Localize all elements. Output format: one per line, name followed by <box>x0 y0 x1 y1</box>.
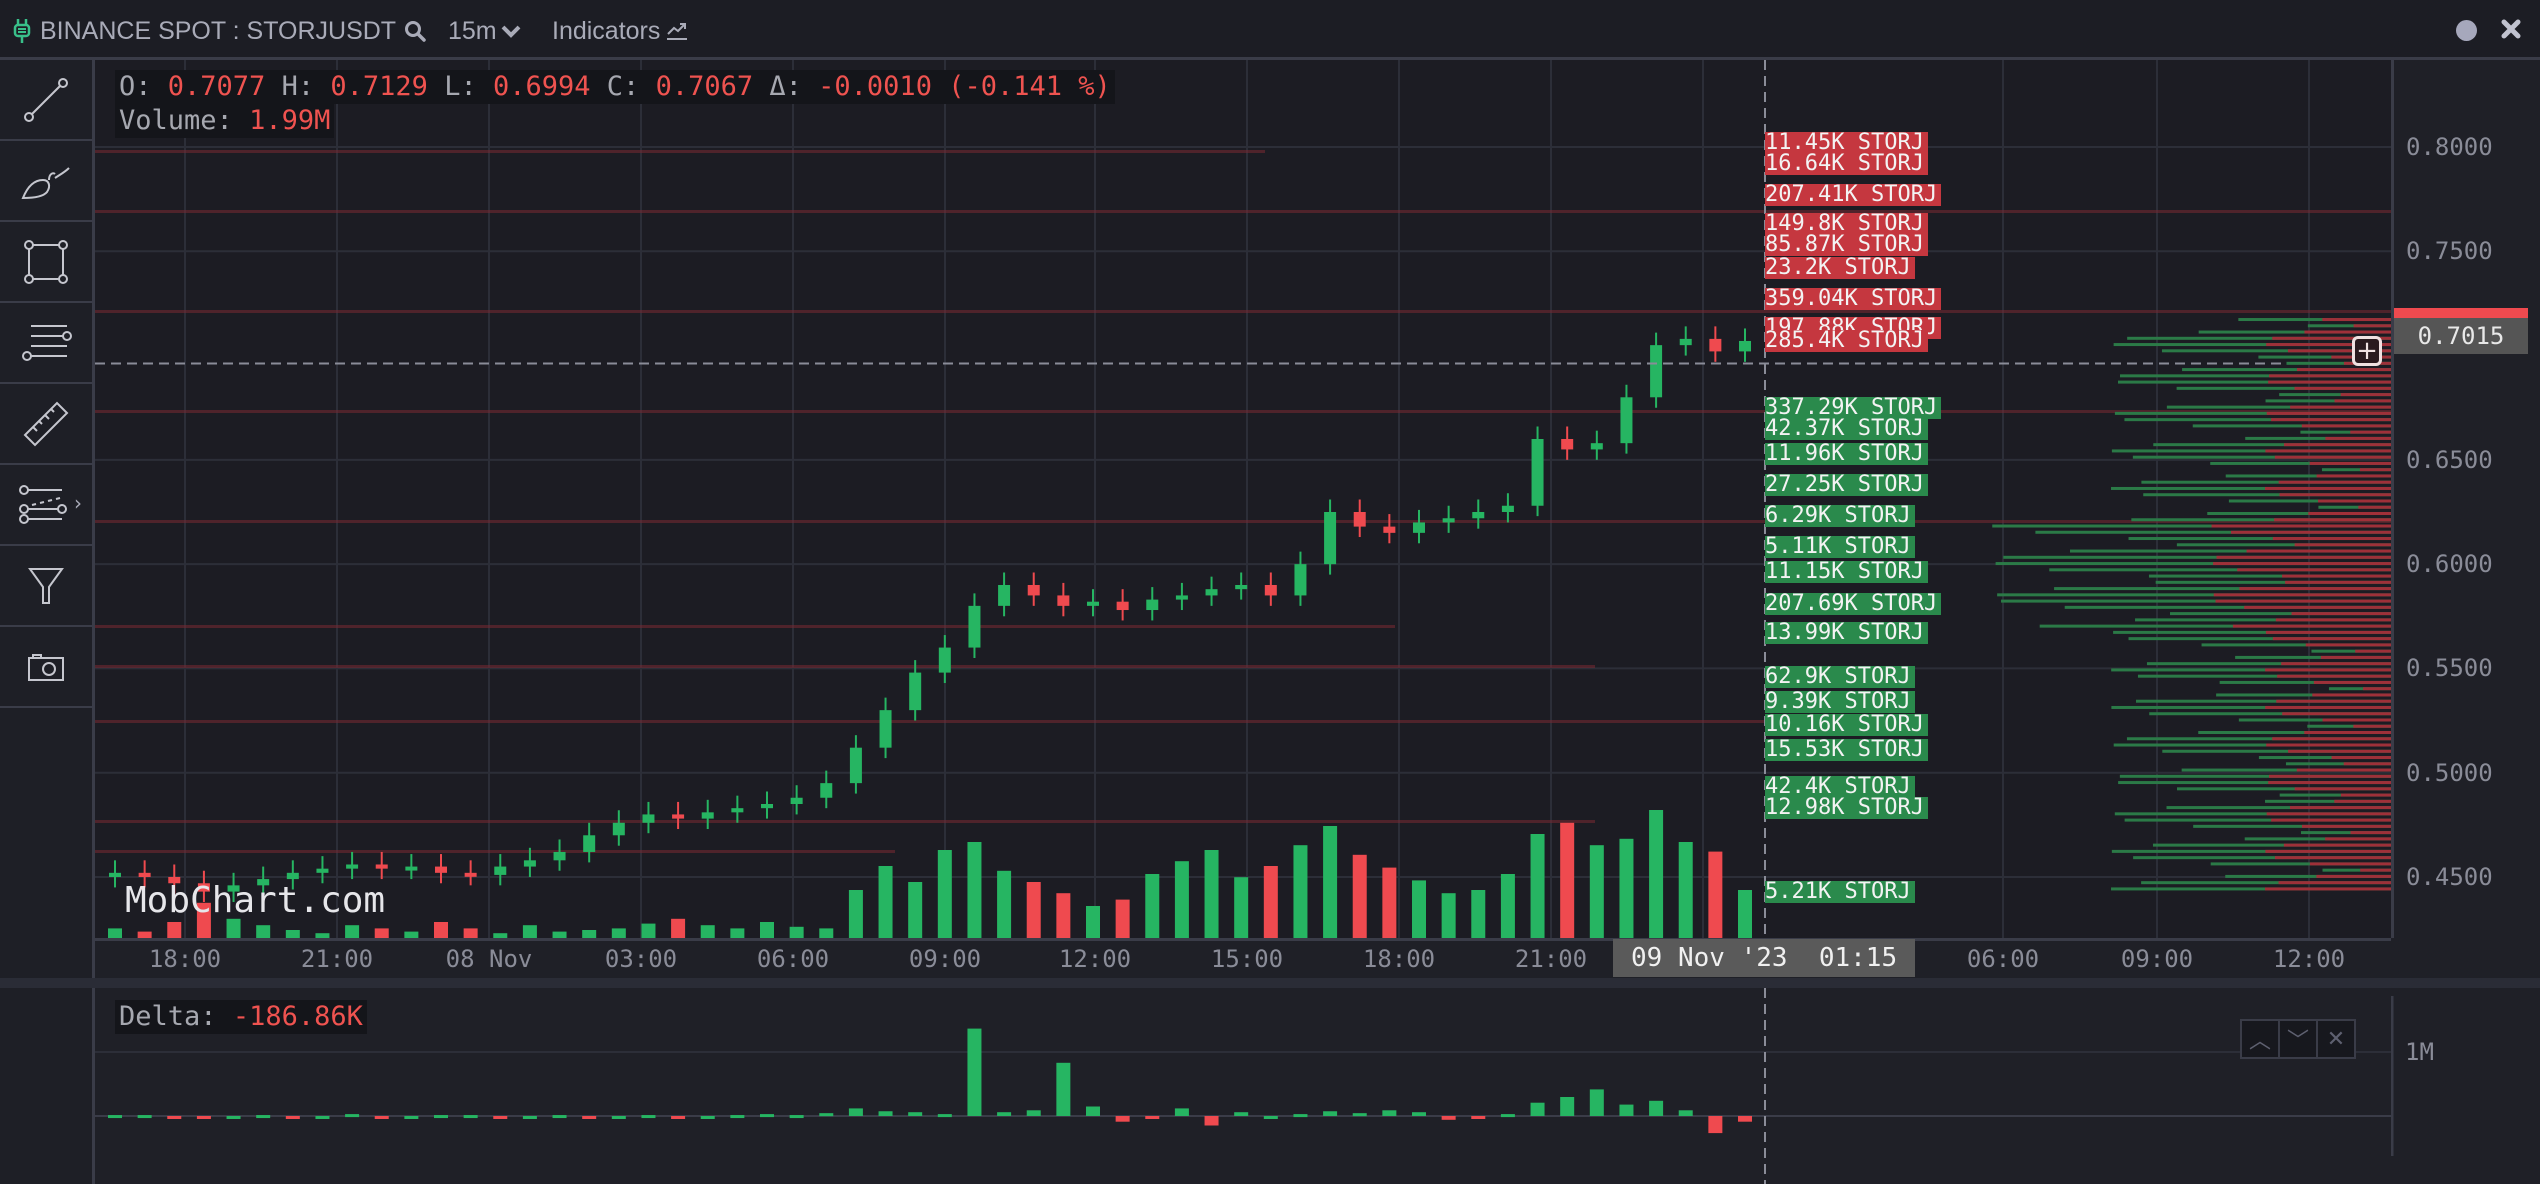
chevron-down-icon <box>501 24 521 38</box>
time-tick-label: 09:00 <box>2120 945 2194 973</box>
fib-tool[interactable]: › <box>0 465 92 546</box>
pane-controls: ︿ ﹀ ✕ <box>2240 1019 2356 1059</box>
orderbook-level-label: 9.39K STORJ <box>1765 690 1915 713</box>
last-price-marker <box>2394 308 2528 318</box>
horizontal-lines-tool[interactable] <box>0 303 92 384</box>
orderbook-level-label: 207.41K STORJ <box>1765 183 1942 206</box>
timeframe-selector[interactable]: 15m <box>448 14 521 48</box>
screenshot-tool[interactable] <box>0 627 92 708</box>
header-bar: BINANCE SPOT : STORJUSDT 15m Indicators <box>0 0 2540 60</box>
close-pane-button[interactable]: ✕ <box>2316 1019 2356 1059</box>
orderbook-level-label: 285.4K STORJ <box>1765 329 1928 352</box>
orderbook-level-label: 10.16K STORJ <box>1765 713 1928 736</box>
price-tick-label: 0.4500 <box>2406 863 2493 891</box>
move-pane-down-button[interactable]: ﹀ <box>2278 1019 2318 1059</box>
orderbook-level-label: 27.25K STORJ <box>1765 473 1928 496</box>
search-icon[interactable] <box>404 20 426 42</box>
camera-icon <box>26 650 66 684</box>
move-pane-up-button[interactable]: ︿ <box>2240 1019 2280 1059</box>
time-tick-label: 15:00 <box>1210 945 1284 973</box>
orderbook-level-label: 11.96K STORJ <box>1765 442 1928 465</box>
price-tick-label: 0.5500 <box>2406 654 2493 683</box>
time-tick-label: 03:00 <box>604 945 678 973</box>
orderbook-level-label: 6.29K STORJ <box>1765 505 1915 528</box>
time-tick-label: 21:00 <box>300 945 374 973</box>
time-tick-label: 18:00 <box>1362 945 1436 973</box>
price-tick-label: 0.7500 <box>2406 237 2493 266</box>
symbol-selector[interactable]: BINANCE SPOT : STORJUSDT <box>12 14 426 48</box>
time-tick-label: 12:00 <box>2272 945 2346 973</box>
orderbook-level-label: 85.87K STORJ <box>1765 234 1928 257</box>
chart-trend-icon <box>666 21 688 41</box>
pane-separator[interactable] <box>0 978 2540 988</box>
ruler-tool[interactable] <box>0 384 92 465</box>
delta-axis: 1M <box>2391 988 2540 1184</box>
filter-tool[interactable] <box>0 546 92 627</box>
time-tick-label: 12:00 <box>1058 945 1132 973</box>
rectangle-icon <box>21 237 71 287</box>
price-tick-label: 0.5000 <box>2406 758 2493 787</box>
orderbook-level-label: 42.37K STORJ <box>1765 417 1928 440</box>
line-icon <box>21 75 71 125</box>
watermark: MobChart.com <box>125 880 386 921</box>
current-price-label: 0.7015 <box>2394 318 2528 354</box>
orderbook-level-label: 207.69K STORJ <box>1765 592 1942 615</box>
price-tick-label: 0.6500 <box>2406 445 2493 474</box>
orderbook-level-label: 23.2K STORJ <box>1765 256 1915 279</box>
orderbook-level-label: 42.4K STORJ <box>1765 776 1915 799</box>
delta-pane[interactable]: Delta: -186.86K <box>95 988 2391 1184</box>
orderbook-level-label: 11.15K STORJ <box>1765 561 1928 584</box>
symbol-label: BINANCE SPOT : STORJUSDT <box>40 16 397 45</box>
orderbook-level-label: 5.21K STORJ <box>1765 880 1915 903</box>
time-tick-label: 18:00 <box>148 945 222 973</box>
drawing-toolbar: › <box>0 60 95 1184</box>
trend-line-tool[interactable] <box>0 60 92 141</box>
ruler-icon <box>21 399 71 449</box>
filter-icon <box>26 565 66 607</box>
fib-lines-icon <box>18 484 74 525</box>
time-tick-label: 08 Nov <box>445 945 533 973</box>
delta-axis-label: 1M <box>2405 1038 2434 1066</box>
time-tick-label: 06:00 <box>756 945 830 973</box>
status-dot-icon[interactable] <box>2456 20 2477 41</box>
orderbook-level-label: 149.8K STORJ <box>1765 213 1928 236</box>
orderbook-level-label: 13.99K STORJ <box>1765 621 1928 644</box>
indicators-label: Indicators <box>552 16 661 45</box>
orderbook-level-label: 5.11K STORJ <box>1765 536 1915 559</box>
time-axis[interactable]: 18:00 21:00 08 Nov 03:00 06:00 09:00 12:00 15:0… <box>95 938 2391 978</box>
price-tick-label: 0.6000 <box>2406 550 2493 579</box>
volume-legend: Volume: 1.99M <box>115 104 335 138</box>
ohlc-legend: O: 0.7077 H: 0.7129 L: 0.6994 C: 0.7067 … <box>115 70 1115 104</box>
add-order-plus-icon[interactable]: + <box>2352 336 2382 366</box>
time-tick-label: 06:00 <box>1966 945 2040 973</box>
timeframe-label: 15m <box>448 16 497 45</box>
indicators-button[interactable]: Indicators <box>552 14 688 48</box>
rectangle-tool[interactable] <box>0 222 92 303</box>
brush-icon <box>19 156 73 206</box>
orderbook-level-label: 12.98K STORJ <box>1765 797 1928 820</box>
chevron-right-icon[interactable]: › <box>74 491 82 515</box>
delta-legend: Delta: -186.86K <box>115 1000 367 1034</box>
orderbook-level-label: 359.04K STORJ <box>1765 288 1942 311</box>
price-tick-label: 0.8000 <box>2406 133 2493 161</box>
price-axis[interactable]: 0.8000 0.7500 0.6500 0.6000 0.5500 0.5000 0.45… <box>2391 60 2529 938</box>
crosshair-time-label: 09 Nov '23 01:15 <box>1613 939 1915 977</box>
orderbook-level-label: 15.53K STORJ <box>1765 738 1928 761</box>
time-tick-label: 09:00 <box>908 945 982 973</box>
lines-icon <box>19 320 73 366</box>
time-tick-label: 21:00 <box>1514 945 1588 973</box>
orderbook-level-label: 62.9K STORJ <box>1765 665 1915 688</box>
plug-icon <box>12 18 32 44</box>
price-chart-pane[interactable]: O: 0.7077 H: 0.7129 L: 0.6994 C: 0.7067 … <box>95 60 2391 938</box>
delta-histogram <box>95 988 2391 1184</box>
orderbook-level-label: 11.45K STORJ <box>1765 131 1928 154</box>
orderbook-level-label: 337.29K STORJ <box>1765 396 1942 419</box>
orderbook-level-label: 16.64K STORJ <box>1765 152 1928 175</box>
candlestick-chart <box>95 60 2391 938</box>
close-icon[interactable] <box>2496 14 2526 44</box>
brush-tool[interactable] <box>0 141 92 222</box>
